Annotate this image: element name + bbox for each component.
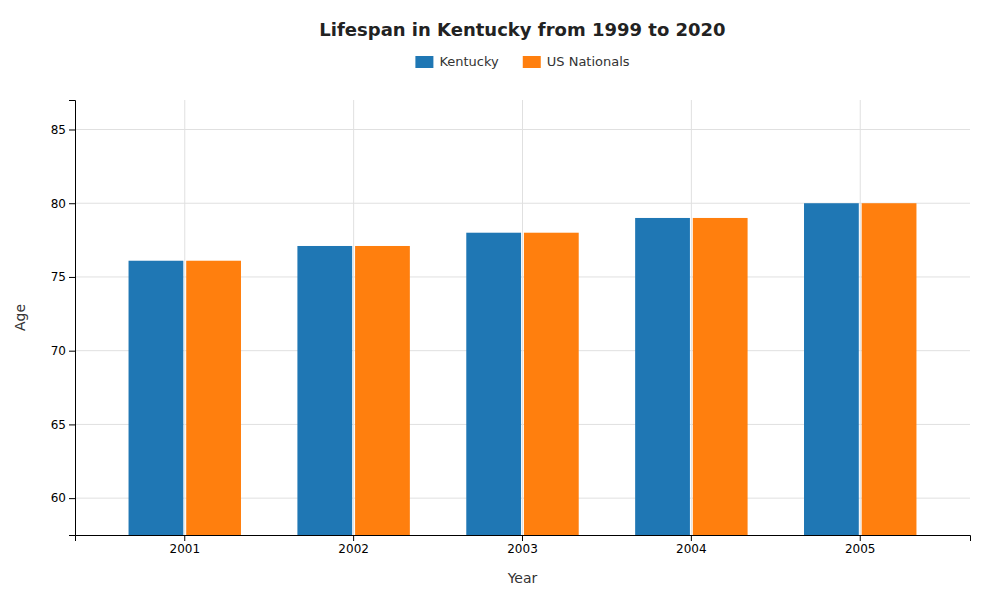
bar	[466, 233, 521, 535]
y-tick-mark	[69, 203, 75, 204]
y-tick: 80	[51, 197, 75, 211]
y-tick-mark	[69, 277, 75, 278]
y-tick-mark	[69, 498, 75, 499]
legend-label: US Nationals	[547, 54, 630, 69]
x-tick: 2003	[507, 535, 538, 556]
bar	[804, 203, 859, 535]
legend-item: Kentucky	[415, 54, 499, 69]
legend-item: US Nationals	[523, 54, 630, 69]
x-tick-label: 2002	[338, 542, 369, 556]
bar	[862, 203, 917, 535]
x-axis-line	[76, 536, 971, 542]
bar-series	[186, 203, 916, 535]
x-grid-line	[353, 100, 354, 535]
y-tick-label: 70	[51, 344, 66, 358]
y-tick-label: 65	[51, 418, 66, 432]
y-tick-label: 60	[51, 491, 66, 505]
x-tick-mark	[184, 535, 185, 541]
x-axis-title: Year	[507, 570, 538, 586]
x-tick-mark	[691, 535, 692, 541]
x-tick-label: 2004	[676, 542, 707, 556]
x-grid-line	[691, 100, 692, 535]
x-grid-line	[860, 100, 861, 535]
x-tick: 2005	[845, 535, 876, 556]
bar	[186, 261, 241, 535]
x-axis: 2001 2002 2003 2004 2005	[76, 535, 971, 556]
y-tick-mark	[69, 424, 75, 425]
y-axis-line	[69, 101, 76, 536]
grid	[75, 100, 970, 535]
x-tick-label: 2003	[507, 542, 538, 556]
x-grid-line	[522, 100, 523, 535]
x-tick-mark	[353, 535, 354, 541]
bar	[355, 246, 410, 535]
x-tick: 2002	[338, 535, 369, 556]
x-tick-label: 2001	[169, 542, 200, 556]
y-tick-label: 85	[51, 123, 66, 137]
x-grid-line	[184, 100, 185, 535]
bar	[524, 233, 579, 535]
y-tick-mark	[69, 351, 75, 352]
x-tick-label: 2005	[845, 542, 876, 556]
y-tick: 75	[51, 270, 75, 284]
bar	[297, 246, 352, 535]
y-tick: 85	[51, 123, 75, 137]
y-tick: 65	[51, 418, 75, 432]
y-tick-label: 80	[51, 197, 66, 211]
legend-swatch	[523, 56, 541, 68]
x-tick-mark	[860, 535, 861, 541]
bar	[635, 218, 690, 535]
plot-area: 2001 2002 2003 2004 2005 60 65 70 75 80 85 Year Age	[12, 100, 971, 586]
y-tick: 60	[51, 491, 75, 505]
x-tick-mark	[522, 535, 523, 541]
bar	[129, 261, 184, 535]
y-tick-mark	[69, 129, 75, 130]
y-axis: 60 65 70 75 80 85	[51, 101, 76, 536]
legend-swatch	[415, 56, 433, 68]
bar-series	[129, 203, 859, 535]
chart-title: Lifespan in Kentucky from 1999 to 2020	[319, 19, 725, 40]
x-tick: 2004	[676, 535, 707, 556]
y-tick-label: 75	[51, 270, 66, 284]
chart-svg: 2001 2002 2003 2004 2005 60 65 70 75 80 85 Year Age L…	[0, 0, 1000, 600]
y-tick: 70	[51, 344, 75, 358]
x-tick: 2001	[169, 535, 200, 556]
bar	[693, 218, 748, 535]
bars	[129, 203, 917, 535]
legend-label: Kentucky	[439, 54, 499, 69]
legend: Kentucky US Nationals	[415, 54, 629, 69]
y-axis-title: Age	[12, 304, 28, 331]
